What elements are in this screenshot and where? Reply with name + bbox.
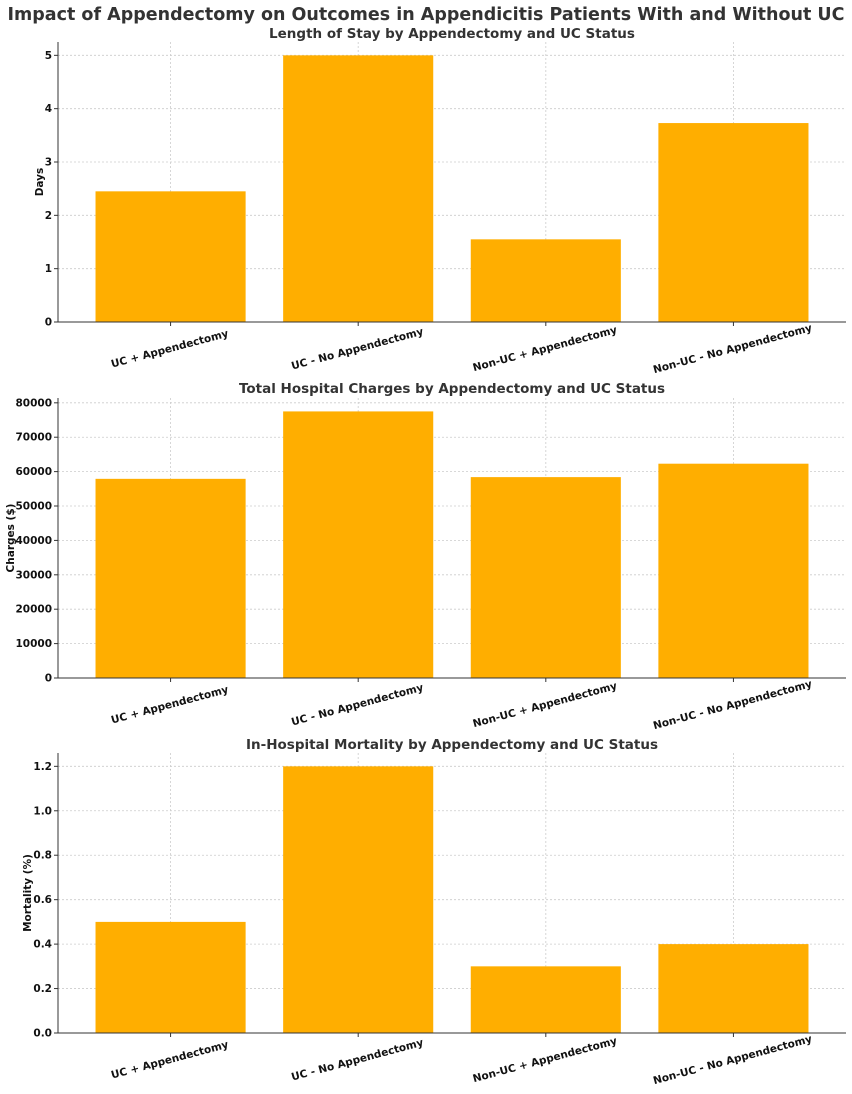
chart-title: Total Hospital Charges by Appendectomy a… <box>239 381 665 397</box>
x-tick-label: UC - No Appendectomy <box>290 1037 425 1084</box>
bar <box>470 239 621 322</box>
bar <box>658 463 809 678</box>
x-tick-label: UC - No Appendectomy <box>290 326 425 373</box>
chart-title: Length of Stay by Appendectomy and UC St… <box>269 26 635 42</box>
y-tick-label: 0.2 <box>33 983 52 995</box>
y-tick-label: 0.8 <box>33 850 52 862</box>
x-tick-label: Non-UC + Appendectomy <box>472 1035 619 1085</box>
y-tick-label: 0.6 <box>33 894 52 906</box>
y-tick-label: 70000 <box>15 432 52 444</box>
chart-title: In-Hospital Mortality by Appendectomy an… <box>246 737 658 753</box>
x-tick-label: UC + Appendectomy <box>110 1039 230 1082</box>
x-tick-label: Non-UC - No Appendectomy <box>652 1033 814 1087</box>
y-axis-label: Mortality (%) <box>22 854 34 932</box>
x-tick-label: UC - No Appendectomy <box>290 682 425 729</box>
y-axis-label: Charges ($) <box>5 504 17 573</box>
y-tick-label: 2 <box>45 210 52 222</box>
y-tick-label: 50000 <box>15 501 52 513</box>
x-tick-label: Non-UC - No Appendectomy <box>652 678 814 732</box>
x-tick-label: UC + Appendectomy <box>110 328 230 371</box>
chart-panel-3: 0.0 0.2 0.4 0.6 0.8 1.0 1.2 UC + Appendectomy UC… <box>22 737 846 1087</box>
y-tick-label: 0 <box>45 317 52 329</box>
bar <box>658 944 809 1033</box>
x-tick-label: Non-UC + Appendectomy <box>472 324 619 374</box>
x-tick-label: Non-UC - No Appendectomy <box>652 322 814 376</box>
y-tick-label: 0 <box>45 673 52 685</box>
figure-title: Impact of Appendectomy on Outcomes in Ap… <box>8 5 845 25</box>
y-tick-label: 0.4 <box>33 939 52 951</box>
bar <box>658 123 809 322</box>
y-tick-label: 1 <box>45 263 52 275</box>
y-tick-label: 10000 <box>15 638 52 650</box>
y-tick-label: 4 <box>45 103 52 115</box>
bar <box>470 966 621 1033</box>
chart-panel-2: 0 10000 20000 30000 40000 50000 60000 70000 8000… <box>5 381 846 732</box>
y-tick-label: 5 <box>45 50 52 62</box>
y-tick-label: 1.0 <box>33 805 52 817</box>
y-tick-label: 60000 <box>15 466 52 478</box>
y-tick-label: 20000 <box>15 604 52 616</box>
chart-panel-1: 0 1 2 3 4 5 UC + Appendectomy UC - No Appendect… <box>34 26 846 376</box>
bar <box>283 55 434 322</box>
y-tick-label: 80000 <box>15 397 52 409</box>
y-tick-label: 40000 <box>15 535 52 547</box>
y-tick-label: 1.2 <box>33 761 52 773</box>
bar <box>470 477 621 678</box>
y-tick-label: 0.0 <box>33 1028 52 1040</box>
x-tick-label: UC + Appendectomy <box>110 684 230 727</box>
bar <box>95 478 246 678</box>
y-axis-label: Days <box>34 168 46 197</box>
y-tick-label: 30000 <box>15 569 52 581</box>
bar <box>95 921 246 1033</box>
bar <box>283 766 434 1033</box>
bar <box>95 191 246 322</box>
bar <box>283 411 434 678</box>
chart-panels: 0 1 2 3 4 5 UC + Appendectomy UC - No Appendect… <box>5 26 846 1087</box>
y-tick-label: 3 <box>45 157 52 169</box>
x-tick-label: Non-UC + Appendectomy <box>472 680 619 730</box>
